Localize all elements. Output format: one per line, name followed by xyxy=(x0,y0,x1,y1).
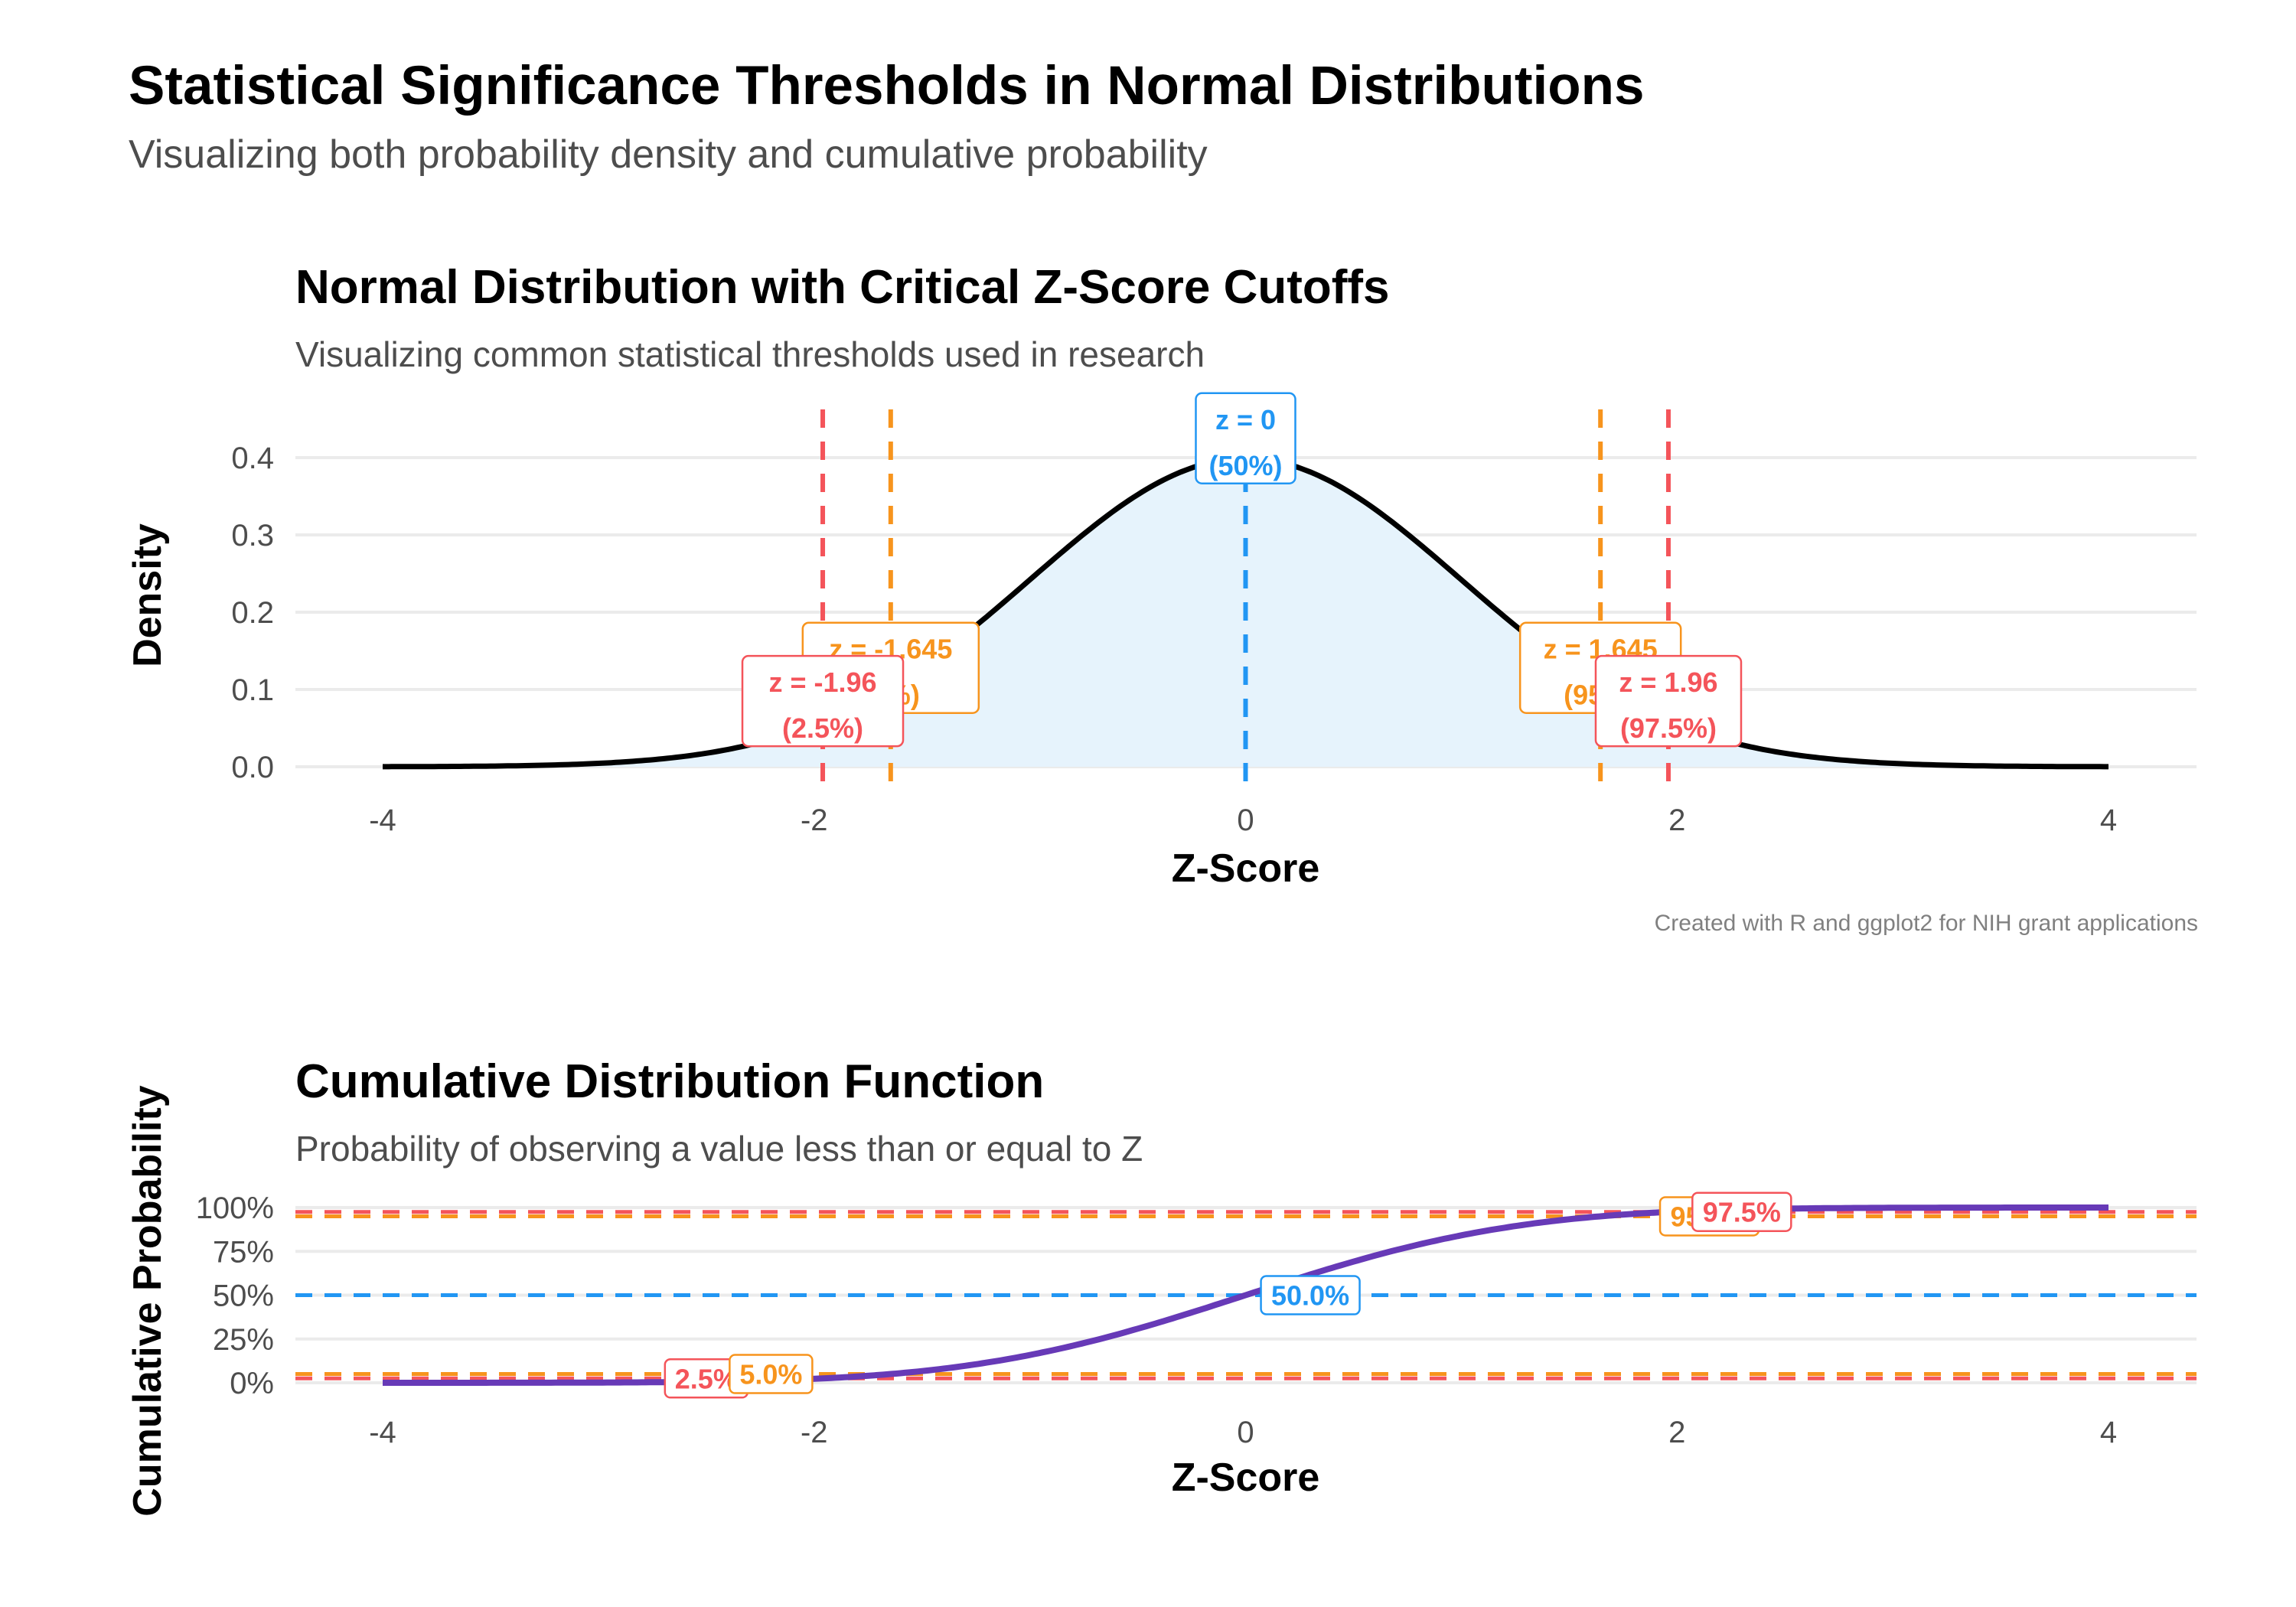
density-chart-title: Normal Distribution with Critical Z-Scor… xyxy=(295,261,1390,314)
cutoff-label-z: z = 1.96 xyxy=(1619,667,1717,698)
cdf-label-text: 2.5% xyxy=(675,1363,738,1394)
cdf-x-tick-label: 0 xyxy=(1237,1416,1254,1449)
cdf-x-tick-label: -2 xyxy=(801,1416,828,1449)
cutoff-label: z = 1.96 (97.5%) xyxy=(1594,654,1743,748)
density-x-tick-label: -4 xyxy=(369,804,396,837)
cdf-label: 97.5% xyxy=(1691,1191,1792,1232)
cdf-y-tick-label: 0% xyxy=(230,1367,274,1400)
cdf-label: 5.0% xyxy=(729,1354,814,1394)
density-y-axis-label: Density xyxy=(126,523,170,667)
cutoff-label: z = -1.96 (2.5%) xyxy=(741,654,905,748)
figure-subtitle: Visualizing both probability density and… xyxy=(129,132,1208,177)
cutoff-label-percent: (97.5%) xyxy=(1620,712,1717,744)
cutoff-label: z = 0 (50%) xyxy=(1195,392,1296,484)
density-x-tick-label: 4 xyxy=(2100,804,2117,837)
cdf-label-box xyxy=(1260,1275,1361,1315)
density-chart: 0.00.10.20.30.4z = 0(50%)z = -1.645(5%)z… xyxy=(126,392,2197,891)
cutoff-label-percent: (50%) xyxy=(1208,450,1282,481)
density-y-tick-label: 0.4 xyxy=(231,442,274,475)
cdf-label-text: 50.0% xyxy=(1271,1280,1349,1312)
density-y-tick-label: 0.3 xyxy=(231,519,274,553)
cdf-label: 50.0% xyxy=(1260,1275,1361,1315)
cutoff-label-box xyxy=(1594,654,1743,748)
cdf-label-box xyxy=(729,1354,814,1394)
cdf-label-text: 97.5% xyxy=(1703,1197,1781,1228)
cutoff-label-box xyxy=(741,654,905,748)
cutoff-label-z: z = 0 xyxy=(1215,404,1276,435)
cdf-label-box xyxy=(1691,1191,1792,1232)
cdf-x-axis-label: Z-Score xyxy=(1172,1455,1320,1500)
cdf-y-tick-label: 50% xyxy=(213,1279,274,1313)
cdf-y-tick-label: 75% xyxy=(213,1235,274,1269)
cdf-x-tick-label: 2 xyxy=(1668,1416,1685,1449)
cdf-x-tick-label: 4 xyxy=(2100,1416,2117,1449)
cutoff-label-z: z = -1.96 xyxy=(768,667,876,698)
density-y-tick-label: 0.0 xyxy=(231,751,274,784)
density-x-tick-label: -2 xyxy=(801,804,828,837)
cutoff-label-box xyxy=(1195,392,1296,484)
density-x-tick-label: 0 xyxy=(1237,804,1254,837)
cdf-chart-title: Cumulative Distribution Function xyxy=(295,1055,1045,1108)
figure-title: Statistical Significance Thresholds in N… xyxy=(129,56,1645,116)
cdf-y-axis-label: Cumulative Probability xyxy=(126,1085,170,1517)
density-y-tick-label: 0.2 xyxy=(231,596,274,630)
cdf-chart: 0%25%50%75%100%2.5%5.0%50.0%95.0%97.5%-4… xyxy=(126,1085,2197,1517)
density-chart-subtitle: Visualizing common statistical threshold… xyxy=(295,334,1205,374)
cutoff-label-percent: (2.5%) xyxy=(782,712,863,744)
density-x-tick-label: 2 xyxy=(1668,804,1685,837)
cdf-label-text: 5.0% xyxy=(739,1359,802,1390)
cdf-chart-subtitle: Probability of observing a value less th… xyxy=(295,1129,1143,1169)
chart-caption: Created with R and ggplot2 for NIH grant… xyxy=(1654,911,2198,936)
density-y-tick-label: 0.1 xyxy=(231,673,274,707)
density-x-axis-label: Z-Score xyxy=(1172,846,1320,891)
cdf-x-tick-label: -4 xyxy=(369,1416,396,1449)
cdf-y-tick-label: 25% xyxy=(213,1323,274,1357)
cdf-y-tick-label: 100% xyxy=(196,1191,274,1225)
